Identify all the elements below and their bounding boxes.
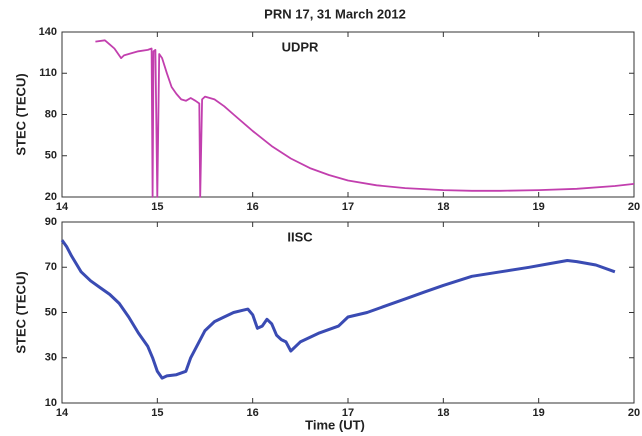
- x-axis-label: Time (UT): [305, 417, 365, 432]
- x-tick-label: 16: [247, 407, 259, 419]
- y-tick-label: 30: [45, 352, 57, 364]
- y-tick-label: 90: [45, 216, 57, 228]
- y-axis-label: STEC (TECU): [13, 271, 28, 353]
- x-tick-label: 17: [342, 201, 354, 213]
- y-tick-label: 110: [39, 67, 57, 79]
- y-axis-label: STEC (TECU): [13, 73, 28, 155]
- data-line: [95, 39, 635, 198]
- x-tick-label: 20: [628, 407, 640, 419]
- y-tick-label: 10: [45, 397, 57, 409]
- x-tick-label: 15: [151, 407, 163, 419]
- x-tick-label: 14: [56, 201, 69, 213]
- x-tick-label: 14: [56, 407, 69, 419]
- data-line: [60, 239, 616, 380]
- y-tick-label: 50: [45, 306, 57, 318]
- x-tick-label: 18: [437, 201, 449, 213]
- y-tick-label: 140: [39, 26, 57, 38]
- plot-frame: [61, 221, 635, 404]
- x-tick-label: 19: [533, 201, 545, 213]
- x-tick-label: 16: [247, 201, 259, 213]
- y-tick-label: 80: [45, 108, 57, 120]
- chart-title: PRN 17, 31 March 2012: [264, 6, 406, 21]
- panel-label: UDPR: [282, 39, 319, 54]
- x-tick-label: 17: [342, 407, 354, 419]
- panel-label: IISC: [287, 229, 313, 244]
- y-tick-label: 70: [45, 261, 57, 273]
- x-tick-label: 18: [437, 407, 449, 419]
- x-tick-label: 19: [533, 407, 545, 419]
- y-tick-label: 50: [45, 150, 57, 162]
- y-tick-label: 20: [45, 191, 57, 203]
- x-tick-label: 15: [151, 201, 163, 213]
- x-tick-label: 20: [628, 201, 640, 213]
- plot-frame: [61, 31, 635, 198]
